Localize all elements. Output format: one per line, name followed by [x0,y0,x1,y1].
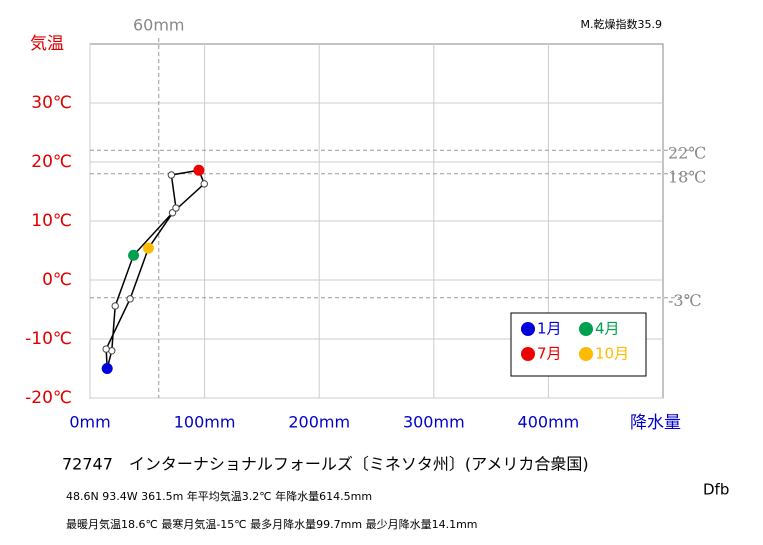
highlight-point [193,164,205,176]
reference-label: 18℃ [668,167,706,186]
reference-label: 60mm [133,16,185,35]
x-tick-label: 100mm [174,413,236,432]
month-point [126,295,134,303]
climate-code: Dfb [703,481,729,499]
reference-label: -3℃ [668,291,701,310]
legend-marker [521,347,535,361]
x-tick-label: 200mm [288,413,350,432]
legend-marker [579,322,593,336]
legend-label: 1月 [537,320,562,338]
highlight-point [128,249,140,261]
month-point [200,180,208,188]
legend-marker [579,347,593,361]
x-axis-label: 降水量 [630,413,681,433]
y-tick-label: 30℃ [31,93,72,113]
y-tick-label: 0℃ [42,270,72,290]
info-line: 最暖月気温18.6℃ 最寒月気温-15℃ 最多月降水量99.7mm 最少月降水量… [66,517,478,531]
info-line: 48.6N 93.4W 361.5m 年平均気温3.2℃ 年降水量614.5mm [66,489,372,503]
index-text: M.乾燥指数35.9 [581,17,662,31]
y-tick-label: -10℃ [25,329,72,349]
x-tick-label: 300mm [403,413,465,432]
month-point [172,204,180,212]
legend-box [510,312,647,377]
month-point [167,171,176,179]
legend-label: 4月 [595,320,620,338]
x-tick-label: 400mm [518,413,580,432]
highlight-point [142,242,154,254]
legend-marker [521,322,535,336]
y-tick-label: 20℃ [31,152,72,172]
month-point [102,345,110,353]
y-tick-label: 10℃ [31,211,72,231]
y-tick-label: -20℃ [25,388,72,408]
highlight-point [101,363,113,374]
y-axis-label: 気温 [30,34,64,54]
legend-label: 10月 [595,345,629,363]
reference-label: 22℃ [668,144,706,163]
month-point [111,302,119,310]
x-tick-label: 0mm [69,413,110,432]
station: 72747 インターナショナルフォールズ〔ミネソタ州〕(アメリカ合衆国) [62,455,589,474]
legend-label: 7月 [537,345,562,363]
